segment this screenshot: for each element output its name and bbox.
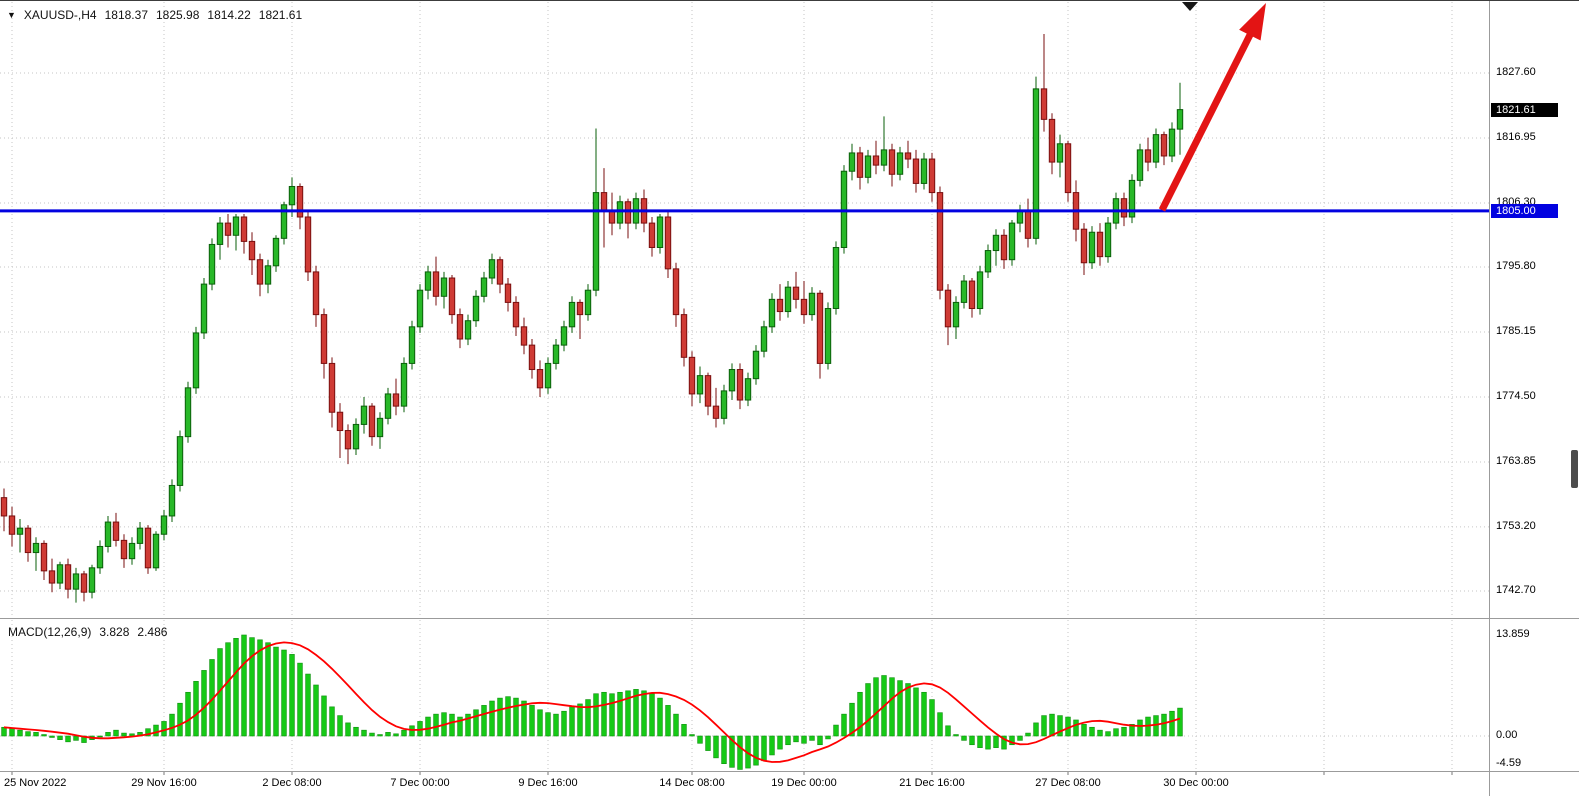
price-tick-label: 1753.20 (1496, 519, 1536, 532)
macd-main-value: 3.828 (99, 625, 130, 639)
symbol-timeframe-label: XAUUSD-,H4 (23, 8, 97, 22)
price-tick-label: 1827.60 (1496, 66, 1536, 78)
indicator-tick-label: 0.00 (1496, 729, 1518, 741)
price-tick-label: 1742.70 (1496, 584, 1536, 596)
open-value: 1818.37 (104, 8, 148, 22)
time-tick-label: 21 Dec 16:00 (899, 777, 965, 789)
candles-layer (0, 33, 1184, 603)
time-tick-label: 29 Nov 16:00 (131, 777, 197, 789)
time-tick-label: 9 Dec 16:00 (518, 777, 578, 789)
time-tick-label: 25 Nov 2022 (4, 777, 67, 789)
symbol-ohlc-readout: ▼ XAUUSD-,H4 1818.37 1825.98 1814.22 182… (7, 8, 302, 22)
price-tick-label: 1795.80 (1496, 260, 1536, 273)
time-tick-label: 19 Dec 00:00 (771, 777, 837, 789)
macd-readout: MACD(12,26,9) 3.828 2.486 (8, 625, 167, 639)
macd-label: MACD(12,26,9) (8, 625, 92, 639)
macd-signal-value: 2.486 (137, 625, 168, 639)
scrollbar-thumb[interactable] (1571, 450, 1578, 488)
indicator-tick-label: 13.859 (1496, 628, 1530, 640)
symbol-dropdown-icon: ▼ (7, 10, 16, 20)
price-tick-label: 1785.15 (1496, 325, 1536, 337)
time-tick-label: 14 Dec 08:00 (659, 777, 725, 789)
time-tick-label: 30 Dec 00:00 (1163, 777, 1229, 789)
top-marker-icon (1182, 2, 1198, 11)
hline-price-badge: 1805.00 (1491, 203, 1558, 218)
high-value: 1825.98 (156, 8, 200, 22)
grid-layer (0, 2, 1489, 775)
time-tick-label: 7 Dec 00:00 (390, 777, 450, 789)
low-value: 1814.22 (207, 8, 251, 22)
macd-layer (1, 634, 1183, 770)
time-tick-label: 2 Dec 08:00 (262, 777, 322, 789)
close-value: 1821.61 (258, 8, 303, 22)
time-tick-label: 27 Dec 08:00 (1035, 777, 1101, 789)
price-tick-label: 1763.85 (1496, 454, 1536, 467)
last-price-badge: 1821.61 (1491, 102, 1558, 117)
price-tick-label: 1774.50 (1496, 389, 1536, 402)
annotation-layer (1158, 2, 1266, 212)
indicator-tick-label: -4.59 (1496, 757, 1522, 769)
price-tick-label: 1816.95 (1496, 130, 1536, 143)
